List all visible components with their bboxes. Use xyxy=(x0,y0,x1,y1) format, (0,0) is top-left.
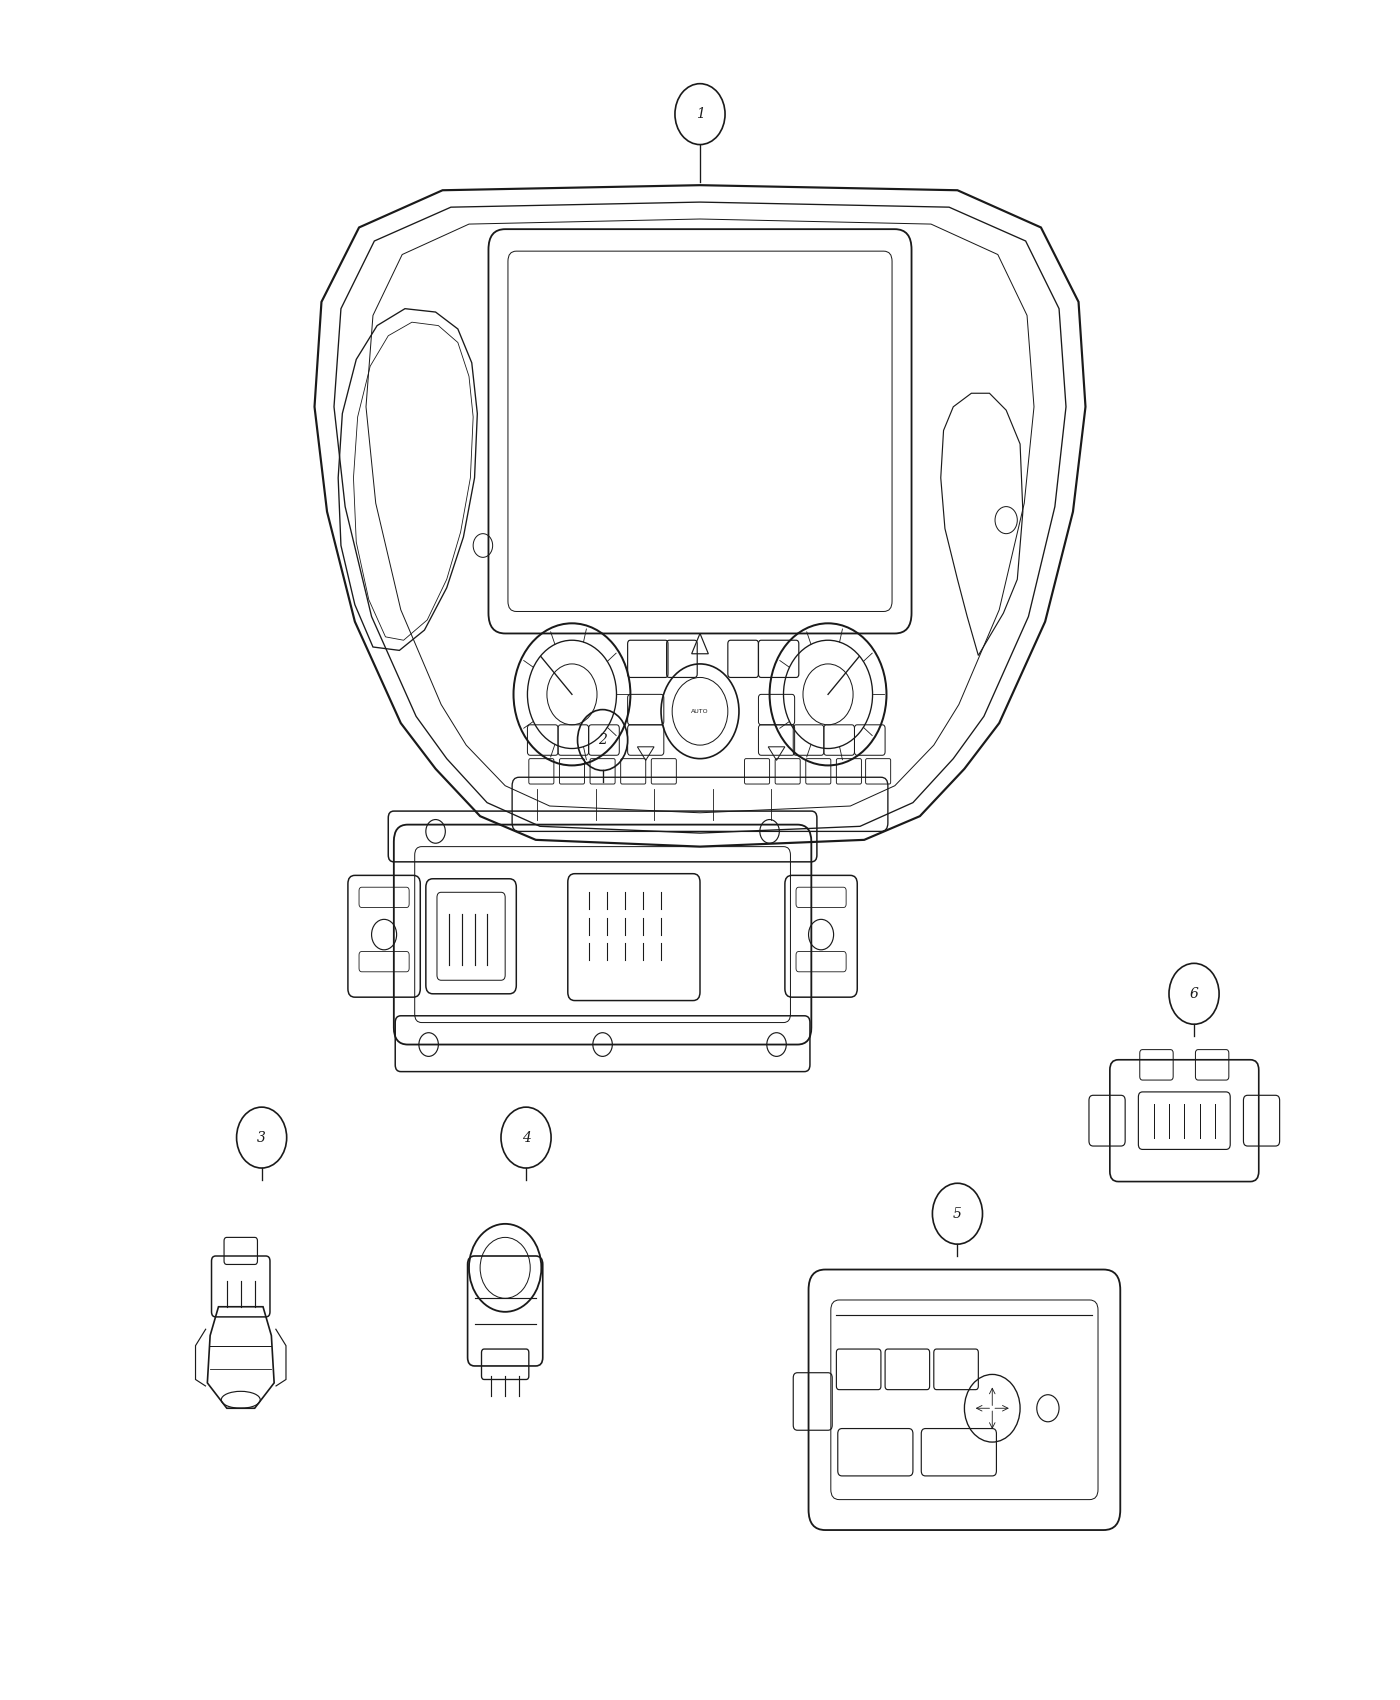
Text: 3: 3 xyxy=(258,1130,266,1144)
Text: 4: 4 xyxy=(522,1130,531,1144)
Text: 5: 5 xyxy=(953,1207,962,1221)
Text: 2: 2 xyxy=(598,733,608,746)
Text: 1: 1 xyxy=(696,107,704,121)
Text: AUTO: AUTO xyxy=(692,709,708,714)
Text: 6: 6 xyxy=(1190,986,1198,1001)
